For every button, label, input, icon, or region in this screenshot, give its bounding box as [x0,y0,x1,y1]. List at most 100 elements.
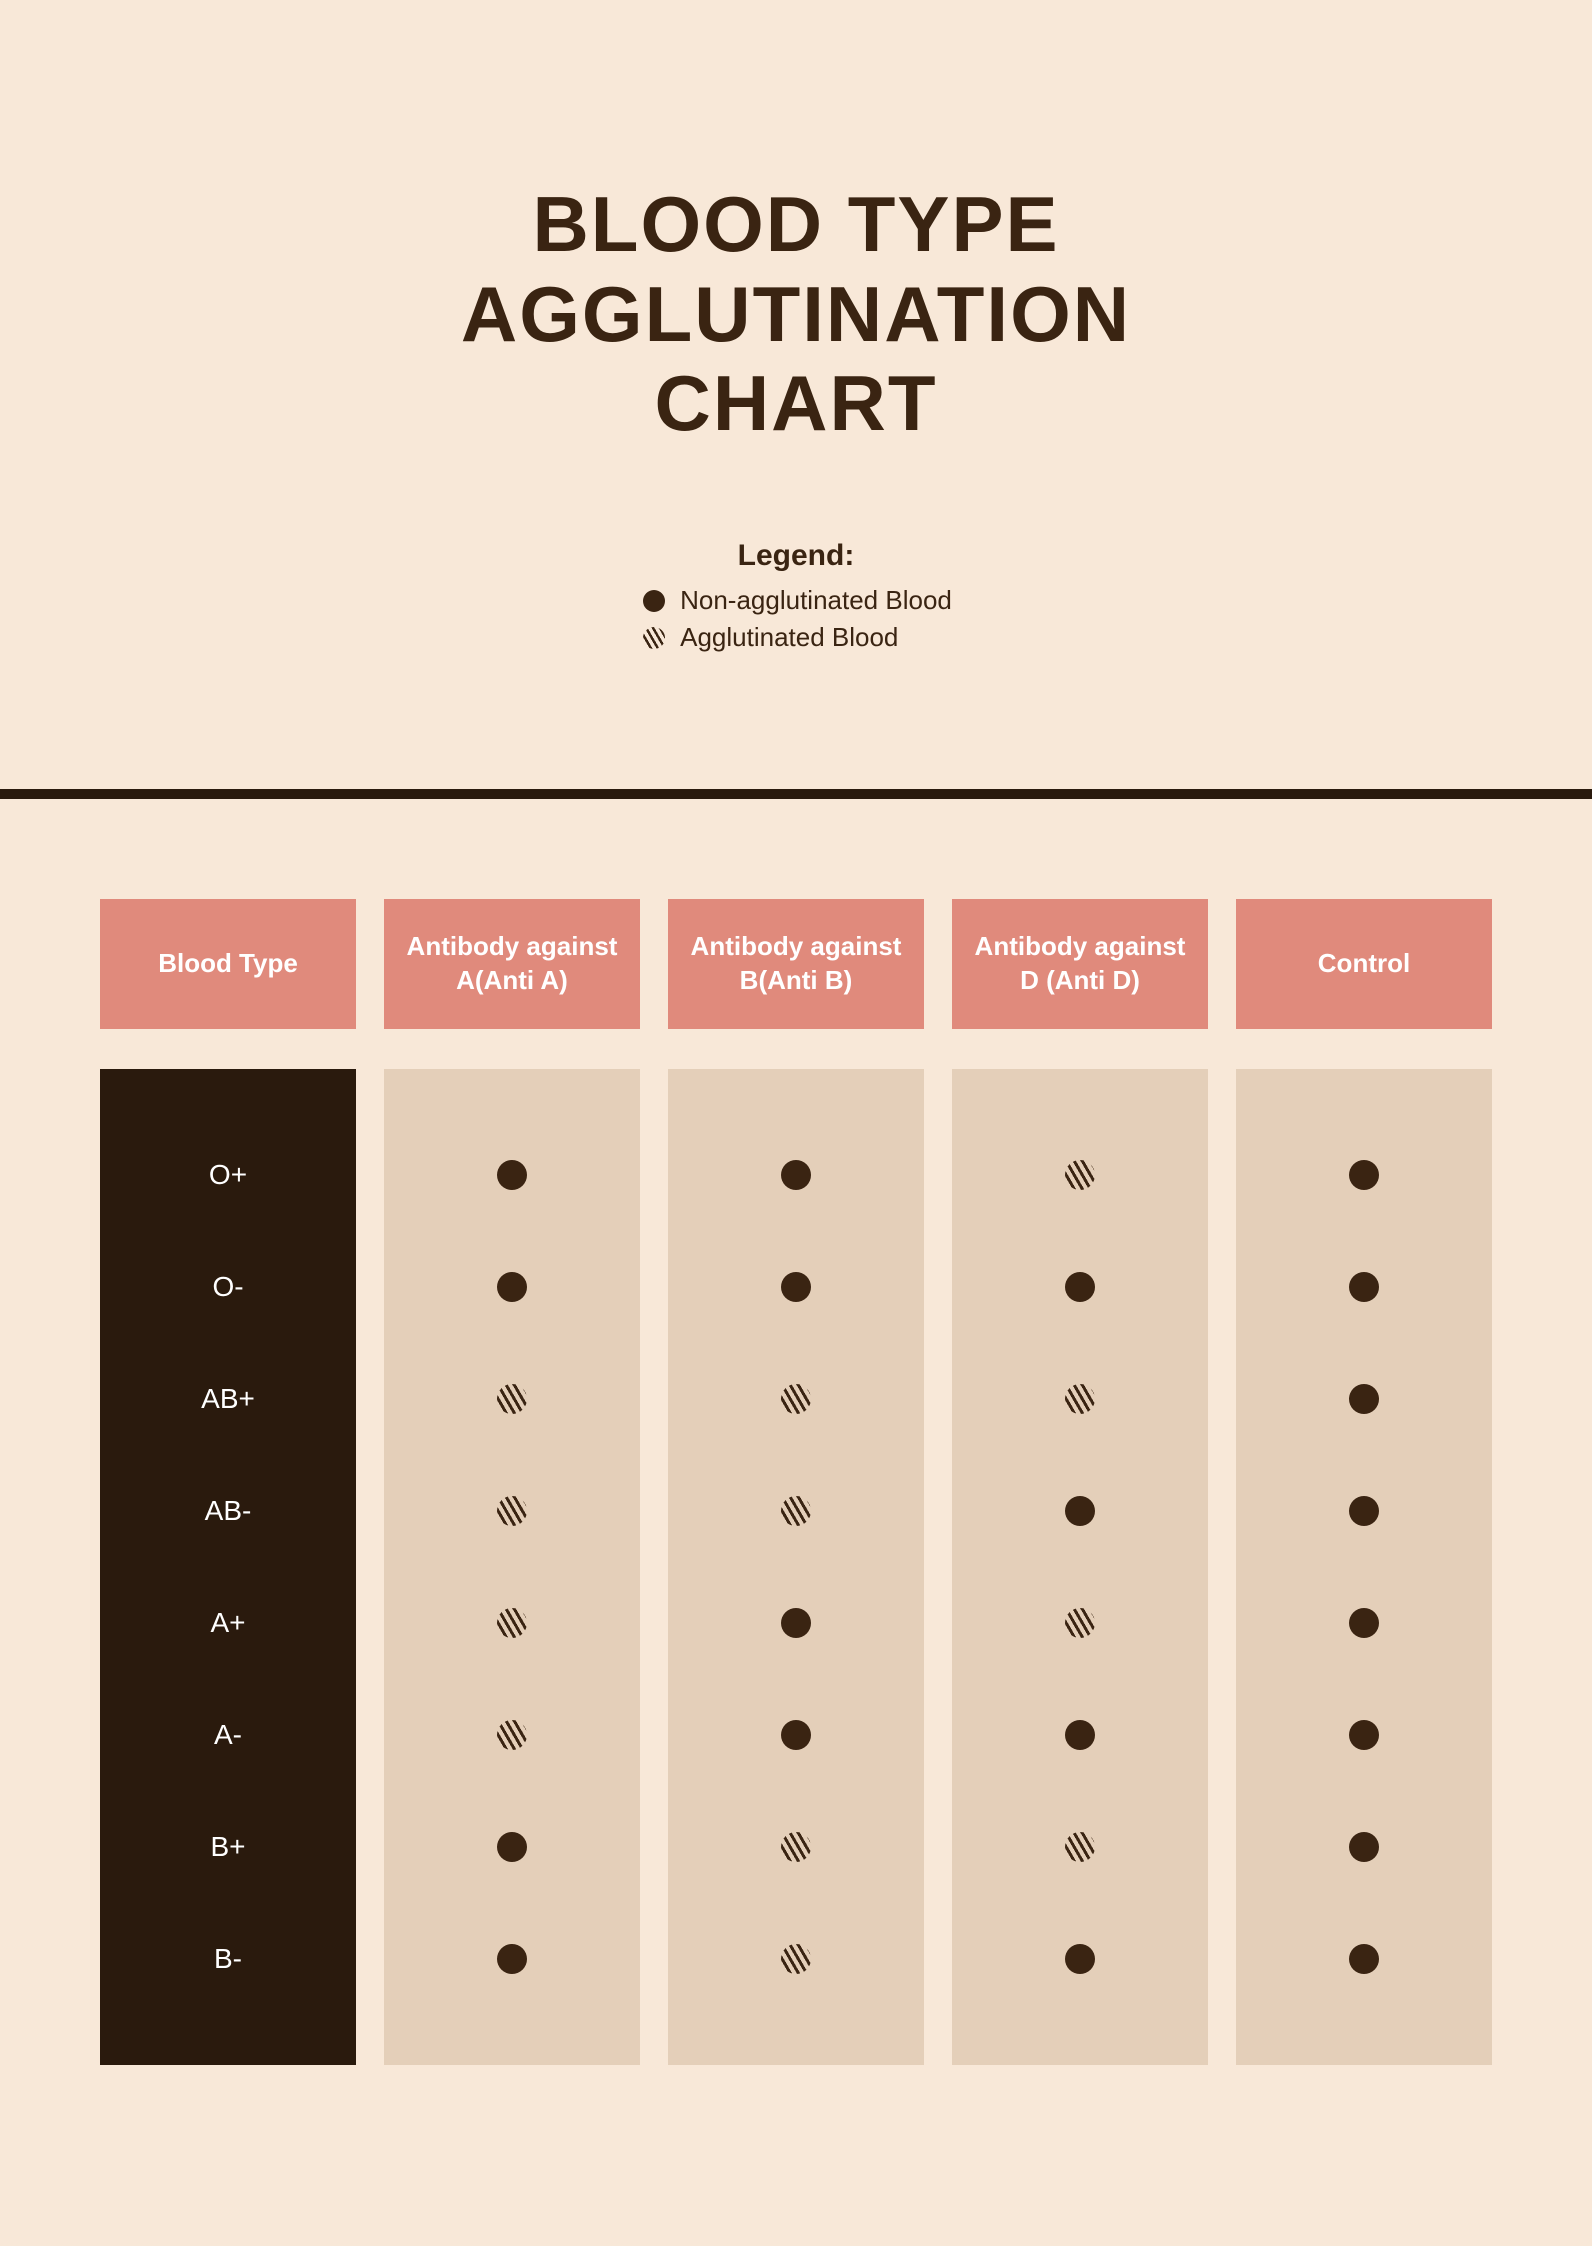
solid-dot-icon [1349,1720,1379,1750]
table-cell [668,1455,924,1567]
table-cell [384,1567,640,1679]
solid-dot-icon [640,587,668,615]
table-cell [1236,1903,1492,2015]
table-cell: O+ [100,1119,356,1231]
table-cell [668,1567,924,1679]
hatched-dot-icon [781,1832,811,1862]
table-body: O+ O- AB+ AB- A+ A- B+ B- [100,1069,1492,2065]
title-line-1: BLOOD TYPE [532,180,1059,268]
table-cell [952,1679,1208,1791]
solid-dot-icon [1349,1496,1379,1526]
column-header-control: Control [1236,899,1492,1029]
hatched-dot-icon [497,1384,527,1414]
blood-type-label: B- [214,1943,242,1975]
hatched-dot-icon [1065,1384,1095,1414]
blood-type-label: AB- [205,1495,252,1527]
table-cell [952,1455,1208,1567]
table-cell: AB+ [100,1343,356,1455]
solid-dot-icon [1065,1720,1095,1750]
anti-a-column [384,1069,640,2065]
blood-type-label: AB+ [201,1383,255,1415]
table-cell [384,1903,640,2015]
solid-dot-icon [497,1160,527,1190]
title-line-3: CHART [655,359,938,447]
solid-dot-icon [781,1720,811,1750]
table-cell [952,1567,1208,1679]
title-section: BLOOD TYPE AGGLUTINATION CHART [0,0,1592,449]
table-cell [1236,1231,1492,1343]
solid-dot-icon [781,1272,811,1302]
column-header-anti-b: Antibody against B(Anti B) [668,899,924,1029]
solid-dot-icon [1349,1944,1379,1974]
hatched-dot-icon [497,1608,527,1638]
blood-type-label: O+ [209,1159,247,1191]
table-cell [1236,1567,1492,1679]
blood-type-label: B+ [210,1831,245,1863]
table-cell: B- [100,1903,356,2015]
table-cell: A- [100,1679,356,1791]
agglutination-table: Blood Type Antibody against A(Anti A) An… [0,899,1592,2065]
table-cell: AB- [100,1455,356,1567]
solid-dot-icon [1349,1384,1379,1414]
table-cell [668,1903,924,2015]
solid-dot-icon [497,1944,527,1974]
anti-b-column [668,1069,924,2065]
table-cell [952,1231,1208,1343]
table-cell [384,1119,640,1231]
legend-item-label: Agglutinated Blood [680,622,898,653]
table-cell [384,1343,640,1455]
solid-dot-icon [1349,1608,1379,1638]
table-cell [1236,1343,1492,1455]
table-cell [668,1119,924,1231]
legend-item: Agglutinated Blood [640,622,952,653]
table-header-row: Blood Type Antibody against A(Anti A) An… [100,899,1492,1029]
blood-type-label: A- [214,1719,242,1751]
column-header-blood-type: Blood Type [100,899,356,1029]
table-cell [1236,1791,1492,1903]
table-cell [384,1231,640,1343]
table-cell [668,1343,924,1455]
solid-dot-icon [781,1160,811,1190]
table-cell [384,1679,640,1791]
table-cell [952,1119,1208,1231]
solid-dot-icon [1065,1496,1095,1526]
solid-dot-icon [497,1272,527,1302]
blood-type-label: O- [212,1271,243,1303]
chart-title: BLOOD TYPE AGGLUTINATION CHART [0,180,1592,449]
table-cell [668,1231,924,1343]
table-cell: A+ [100,1567,356,1679]
table-cell [952,1903,1208,2015]
table-cell [668,1679,924,1791]
table-cell: O- [100,1231,356,1343]
table-cell: B+ [100,1791,356,1903]
hatched-dot-icon [1065,1608,1095,1638]
hatched-dot-icon [640,624,668,652]
hatched-dot-icon [497,1496,527,1526]
horizontal-divider [0,789,1592,799]
solid-dot-icon [1065,1272,1095,1302]
column-header-anti-a: Antibody against A(Anti A) [384,899,640,1029]
hatched-dot-icon [1065,1160,1095,1190]
solid-dot-icon [1349,1272,1379,1302]
solid-dot-icon [497,1832,527,1862]
legend-items: Non-agglutinated Blood Agglutinated Bloo… [640,585,952,659]
control-column [1236,1069,1492,2065]
table-cell [668,1791,924,1903]
table-cell [384,1455,640,1567]
table-cell [952,1791,1208,1903]
legend-item: Non-agglutinated Blood [640,585,952,616]
table-cell [952,1343,1208,1455]
blood-type-label: A+ [210,1607,245,1639]
table-cell [384,1791,640,1903]
hatched-dot-icon [497,1720,527,1750]
legend-section: Legend: Non-agglutinated Blood Agglutina… [0,539,1592,659]
solid-dot-icon [1349,1160,1379,1190]
solid-dot-icon [1349,1832,1379,1862]
legend-item-label: Non-agglutinated Blood [680,585,952,616]
anti-d-column [952,1069,1208,2065]
column-header-anti-d: Antibody against D (Anti D) [952,899,1208,1029]
hatched-dot-icon [781,1384,811,1414]
title-line-2: AGGLUTINATION [461,270,1131,358]
table-cell [1236,1679,1492,1791]
legend-title: Legend: [0,539,1592,573]
